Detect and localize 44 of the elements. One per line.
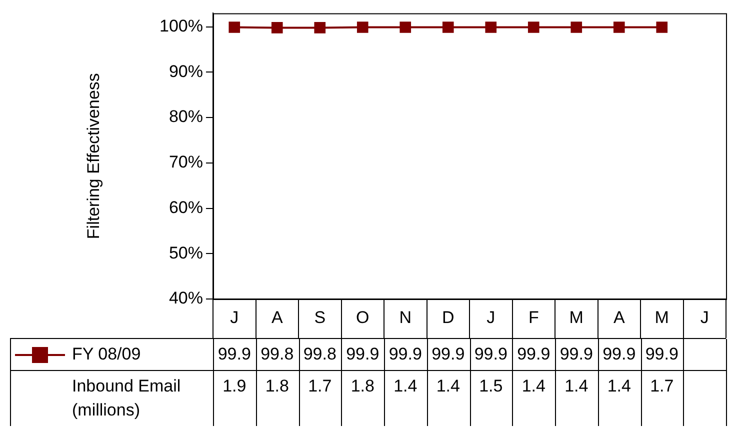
- y-tick-label: 40%: [168, 288, 203, 308]
- x-tick-label: J: [700, 308, 709, 327]
- x-tick-label: D: [442, 308, 454, 327]
- text: 1.4: [564, 376, 588, 396]
- text: 1.4: [436, 376, 460, 396]
- y-tick-label: 90%: [168, 62, 203, 81]
- x-tick-label: A: [271, 308, 284, 327]
- y-tick-label: 80%: [168, 107, 203, 126]
- data-label: 99.9: [432, 344, 465, 364]
- y-tick-label: 60%: [168, 198, 203, 217]
- data-label: 99.8: [303, 344, 336, 364]
- text: 1.4: [522, 376, 546, 396]
- data-label: 99.9: [645, 344, 678, 364]
- y-axis-title: Filtering Effectiveness: [84, 73, 103, 240]
- text: 1.5: [479, 376, 503, 396]
- data-label: 99.9: [474, 344, 508, 364]
- x-tick-label: M: [569, 308, 584, 327]
- text: 1.8: [265, 376, 289, 396]
- text: 1.9: [222, 376, 246, 396]
- x-tick-label: F: [528, 308, 539, 327]
- y-tick-label: 100%: [160, 16, 203, 36]
- y-tick-label: 70%: [168, 152, 203, 172]
- legend-label: FY 08/09: [72, 344, 141, 364]
- y-tick-label: 50%: [168, 243, 203, 262]
- x-tick-label: M: [654, 308, 669, 327]
- x-tick-label: S: [314, 308, 326, 327]
- x-tick-label: N: [399, 308, 412, 327]
- text: 1.7: [308, 376, 332, 396]
- text: 1.4: [607, 376, 631, 396]
- data-label: 99.9: [517, 344, 550, 364]
- x-tick-label: O: [356, 308, 370, 327]
- text: Inbound Email (millions): [72, 376, 181, 420]
- x-tick-label: J: [230, 308, 239, 327]
- text: 1.7: [650, 376, 674, 396]
- x-tick-label: J: [486, 308, 496, 327]
- data-label: 99.9: [218, 344, 251, 364]
- data-label: 99.9: [560, 344, 593, 364]
- data-label: 99.9: [602, 344, 636, 364]
- text: 1.8: [350, 376, 374, 396]
- x-tick-label: A: [613, 308, 626, 327]
- data-label: 99.9: [346, 344, 380, 364]
- data-label: 99.9: [388, 344, 422, 364]
- text: 1.4: [394, 376, 418, 396]
- data-label: 99.8: [260, 344, 294, 364]
